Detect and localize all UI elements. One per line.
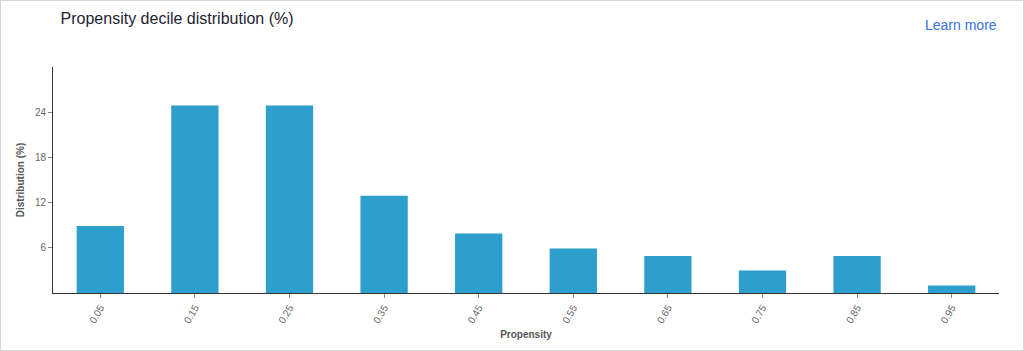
- svg-text:12: 12: [35, 197, 47, 208]
- svg-text:0.55: 0.55: [560, 303, 579, 326]
- svg-text:0.35: 0.35: [371, 303, 390, 326]
- svg-text:24: 24: [35, 107, 47, 118]
- svg-text:6: 6: [40, 242, 46, 253]
- svg-text:0.15: 0.15: [182, 303, 201, 326]
- svg-text:0.05: 0.05: [87, 303, 106, 326]
- svg-text:0.45: 0.45: [466, 303, 485, 326]
- svg-text:0.65: 0.65: [655, 303, 674, 326]
- svg-text:18: 18: [35, 152, 47, 163]
- svg-text:0.75: 0.75: [749, 303, 768, 326]
- svg-text:0.25: 0.25: [276, 303, 295, 326]
- svg-text:Propensity: Propensity: [500, 329, 552, 340]
- svg-text:Learn more: Learn more: [925, 17, 997, 33]
- svg-text:Propensity decile distribution: Propensity decile distribution (%): [61, 10, 294, 27]
- svg-text:0.95: 0.95: [939, 303, 958, 326]
- svg-text:Distribution (%): Distribution (%): [15, 143, 26, 217]
- svg-text:0.85: 0.85: [844, 303, 863, 326]
